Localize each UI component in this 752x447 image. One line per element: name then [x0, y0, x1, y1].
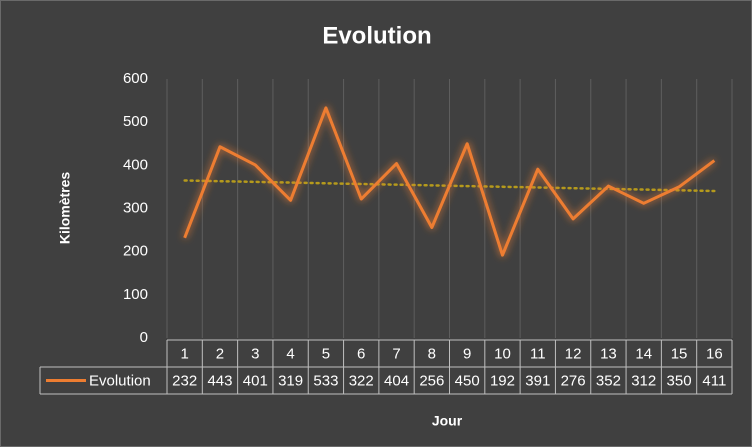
data-table-value: 401: [243, 372, 268, 389]
data-table-value: 411: [702, 372, 726, 389]
x-tick-label: 8: [428, 345, 436, 362]
x-tick-label: 9: [463, 345, 471, 362]
x-tick-label: 5: [322, 345, 330, 362]
data-table-value: 312: [631, 372, 656, 389]
data-table-value: 533: [313, 372, 338, 389]
data-table-value: 319: [278, 372, 303, 389]
data-table-value: 276: [561, 372, 586, 389]
y-tick-label: 400: [123, 156, 148, 173]
series-line: [183, 106, 716, 257]
data-table-value: 322: [349, 372, 374, 389]
x-tick-label: 16: [706, 345, 723, 362]
data-table-value: 350: [667, 372, 692, 389]
x-tick-label: 4: [286, 345, 294, 362]
x-tick-label: 12: [565, 345, 582, 362]
data-table-value: 443: [207, 372, 232, 389]
x-tick-label: 11: [530, 345, 546, 362]
x-tick-label: 15: [671, 345, 688, 362]
data-table-value: 450: [455, 372, 480, 389]
x-tick-label: 10: [494, 345, 511, 362]
x-tick-label: 13: [600, 345, 617, 362]
y-tick-label: 200: [123, 243, 148, 260]
data-table-value: 256: [419, 372, 444, 389]
y-tick-label: 300: [123, 199, 148, 216]
chart-title: Evolution: [322, 22, 431, 49]
x-tick-label: 14: [635, 345, 652, 362]
y-tick-label: 500: [123, 113, 148, 130]
x-tick-label: 1: [180, 345, 188, 362]
data-table-value: 404: [384, 372, 409, 389]
data-table-value: 391: [525, 372, 550, 389]
data-table-value: 352: [596, 372, 621, 389]
legend-label: Evolution: [89, 372, 151, 389]
y-axis-title: Kilomètres: [57, 172, 73, 245]
x-tick-label: 3: [251, 345, 259, 362]
x-axis-title: Jour: [432, 413, 463, 429]
x-tick-label: 2: [216, 345, 224, 362]
y-tick-label: 600: [123, 70, 148, 87]
y-tick-label: 0: [140, 329, 148, 346]
data-table-value: 192: [490, 372, 515, 389]
data-table-value: 232: [172, 372, 197, 389]
x-tick-label: 6: [357, 345, 365, 362]
y-tick-label: 100: [123, 286, 148, 303]
x-tick-label: 7: [392, 345, 400, 362]
